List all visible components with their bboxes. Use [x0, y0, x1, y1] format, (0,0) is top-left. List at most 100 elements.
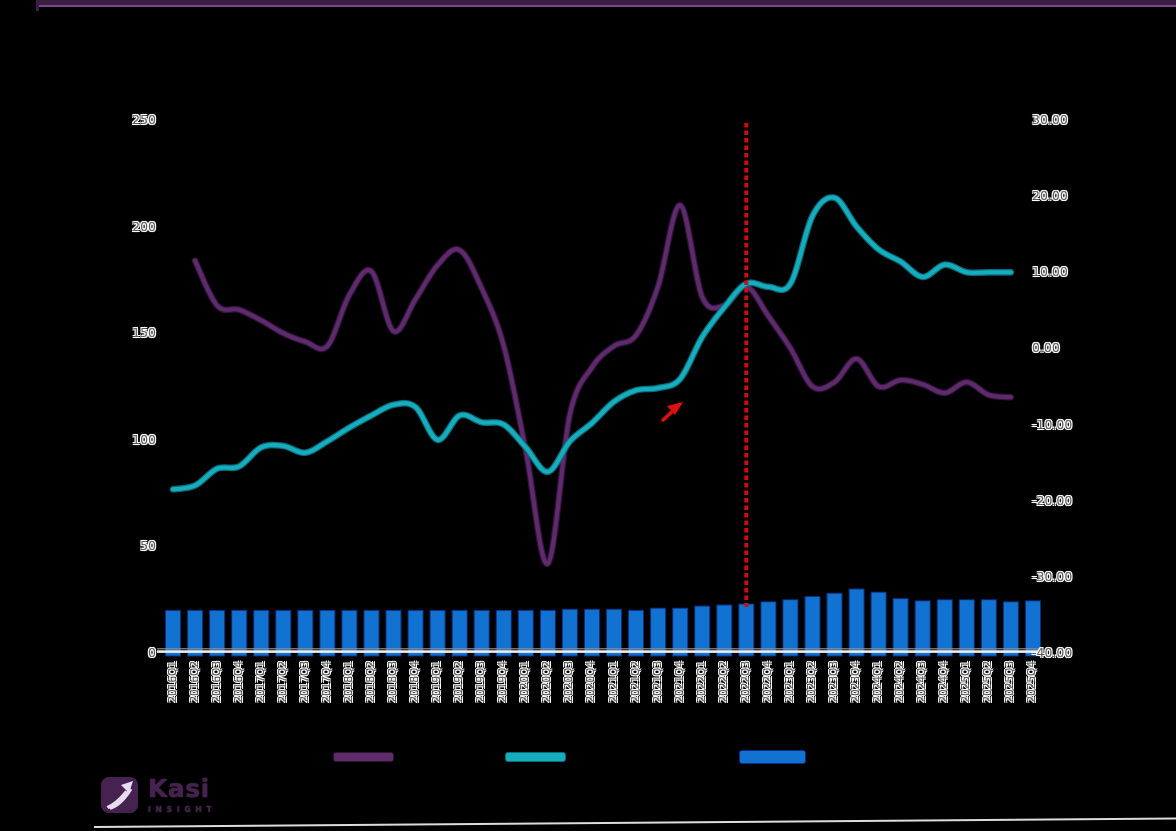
- bar-2018Q1: [341, 609, 358, 657]
- x-axis-tick-2020Q3: 2020Q3: [563, 661, 576, 703]
- bar-2024Q2: [892, 598, 909, 657]
- bar-2019Q3: [473, 609, 490, 657]
- bar-2024Q1: [870, 591, 887, 657]
- bar-2023Q2: [804, 596, 821, 657]
- x-axis-tick-2020Q2: 2020Q2: [541, 661, 554, 703]
- bar-2023Q3: [826, 592, 843, 657]
- x-axis-tick-2018Q4: 2018Q4: [409, 661, 422, 703]
- bar-2019Q2: [451, 609, 468, 657]
- left-axis-tick-0: 0: [148, 645, 156, 660]
- x-axis-tick-2016Q4: 2016Q4: [232, 661, 245, 703]
- x-axis-tick-2017Q2: 2017Q2: [276, 661, 289, 703]
- bar-2022Q2: [716, 604, 733, 657]
- bar-2019Q4: [495, 609, 512, 657]
- bar-2021Q4: [672, 607, 689, 657]
- x-axis-tick-2024Q1: 2024Q1: [872, 661, 885, 703]
- x-axis-line-shadow: [157, 648, 1043, 650]
- bar-2020Q3: [561, 608, 578, 657]
- right-axis-tick--30.00: -30.00: [1032, 568, 1073, 584]
- bar-2021Q3: [650, 607, 667, 657]
- left-axis-tick-150: 150: [132, 325, 156, 341]
- x-axis-tick-2020Q4: 2020Q4: [585, 661, 598, 703]
- bar-2019Q1: [429, 609, 446, 657]
- x-axis-tick-2016Q1: 2016Q1: [166, 661, 179, 703]
- x-axis-tick-2019Q1: 2019Q1: [431, 661, 444, 703]
- bar-2024Q4: [936, 599, 953, 657]
- bar-2023Q4: [848, 588, 865, 657]
- x-axis-tick-2021Q2: 2021Q2: [629, 661, 642, 703]
- bar-2020Q1: [517, 609, 534, 657]
- kasi-logo-brand: Kasi: [148, 774, 210, 803]
- x-axis-tick-2022Q4: 2022Q4: [761, 661, 774, 703]
- bar-2016Q4: [231, 609, 248, 657]
- x-axis-tick-2019Q4: 2019Q4: [497, 661, 510, 703]
- x-axis-tick-2016Q2: 2016Q2: [188, 661, 201, 703]
- x-axis-tick-2025Q1: 2025Q1: [960, 661, 973, 703]
- teal-line: [170, 195, 1013, 492]
- bar-2023Q1: [782, 599, 799, 657]
- kasi-logo-icon: [101, 777, 138, 813]
- bar-2020Q4: [584, 608, 600, 657]
- legend-swatch-teal-line-series: [505, 752, 566, 762]
- x-axis-tick-2025Q3: 2025Q3: [1004, 661, 1017, 703]
- left-axis-tick-100: 100: [132, 431, 156, 447]
- x-axis-tick-2023Q1: 2023Q1: [783, 661, 796, 703]
- x-axis-tick-2024Q4: 2024Q4: [938, 661, 951, 703]
- x-axis-tick-2023Q3: 2023Q3: [828, 661, 840, 703]
- x-axis-tick-2024Q3: 2024Q3: [916, 661, 929, 703]
- x-axis-tick-2023Q4: 2023Q4: [850, 661, 863, 703]
- bar-2025Q3: [1002, 601, 1019, 657]
- left-axis-tick-250: 250: [132, 112, 156, 127]
- bar-2016Q2: [187, 609, 204, 657]
- x-axis-tick-2018Q3: 2018Q3: [387, 661, 399, 703]
- bar-2018Q3: [385, 609, 402, 657]
- x-axis-tick-2019Q3: 2019Q3: [475, 661, 488, 703]
- x-axis-tick-2019Q2: 2019Q2: [453, 661, 466, 703]
- x-axis-tick-2023Q2: 2023Q2: [805, 661, 818, 703]
- bar-2025Q4: [1025, 600, 1041, 657]
- right-axis-tick--20.00: -20.00: [1032, 492, 1073, 508]
- x-axis-tick-2017Q1: 2017Q1: [254, 661, 267, 703]
- x-axis-tick-2016Q3: 2016Q3: [210, 661, 223, 703]
- left-axis-tick-200: 200: [132, 218, 156, 234]
- bar-2022Q4: [760, 601, 777, 657]
- kasi-logo: Kasi INSIGHT: [100, 775, 216, 815]
- bar-2017Q1: [253, 609, 270, 657]
- bar-2025Q2: [980, 599, 997, 657]
- left-axis-tick-50: 50: [140, 538, 156, 554]
- bar-2017Q4: [319, 609, 336, 657]
- x-axis-tick-2022Q2: 2022Q2: [717, 661, 730, 703]
- bar-2016Q3: [209, 609, 226, 657]
- bar-2020Q2: [539, 609, 556, 657]
- right-axis-tick-30.00: 30.00: [1032, 112, 1068, 127]
- bar-2016Q1: [165, 609, 181, 657]
- x-axis-tick-2021Q4: 2021Q4: [673, 661, 686, 703]
- x-axis-tick-2022Q1: 2022Q1: [695, 661, 708, 703]
- x-axis-tick-2021Q3: 2021Q3: [651, 661, 664, 703]
- bar-2017Q3: [297, 609, 314, 657]
- x-axis-tick-2025Q4: 2025Q4: [1026, 661, 1039, 703]
- top-accent-bar-notch: [36, 0, 39, 11]
- x-axis-tick-2017Q4: 2017Q4: [320, 661, 333, 703]
- x-axis-tick-2017Q3: 2017Q3: [298, 661, 311, 703]
- right-axis-tick-0.00: 0.00: [1032, 340, 1060, 356]
- teal-line-edge: [169, 194, 1015, 493]
- bar-2017Q2: [275, 609, 292, 657]
- purple-line: [192, 203, 1013, 566]
- x-axis-tick-2021Q1: 2021Q1: [607, 661, 620, 703]
- bar-2018Q4: [407, 609, 424, 657]
- x-axis-tick-2024Q2: 2024Q2: [894, 661, 907, 703]
- kasi-logo-subtitle: INSIGHT: [148, 805, 217, 814]
- x-axis-tick-2020Q1: 2020Q1: [519, 661, 532, 703]
- x-axis-tick-2018Q2: 2018Q2: [364, 661, 377, 703]
- bar-2022Q1: [694, 605, 711, 657]
- x-axis-tick-2025Q2: 2025Q2: [982, 661, 995, 703]
- top-accent-bar: [36, 0, 1176, 7]
- bar-2018Q2: [363, 609, 380, 657]
- bar-2024Q3: [914, 600, 931, 657]
- legend-swatch-blue-bar-series: [739, 750, 806, 764]
- legend-swatch-purple-line-series: [333, 752, 394, 762]
- bar-2021Q2: [628, 609, 644, 657]
- annotation-arrow-head: [667, 402, 683, 415]
